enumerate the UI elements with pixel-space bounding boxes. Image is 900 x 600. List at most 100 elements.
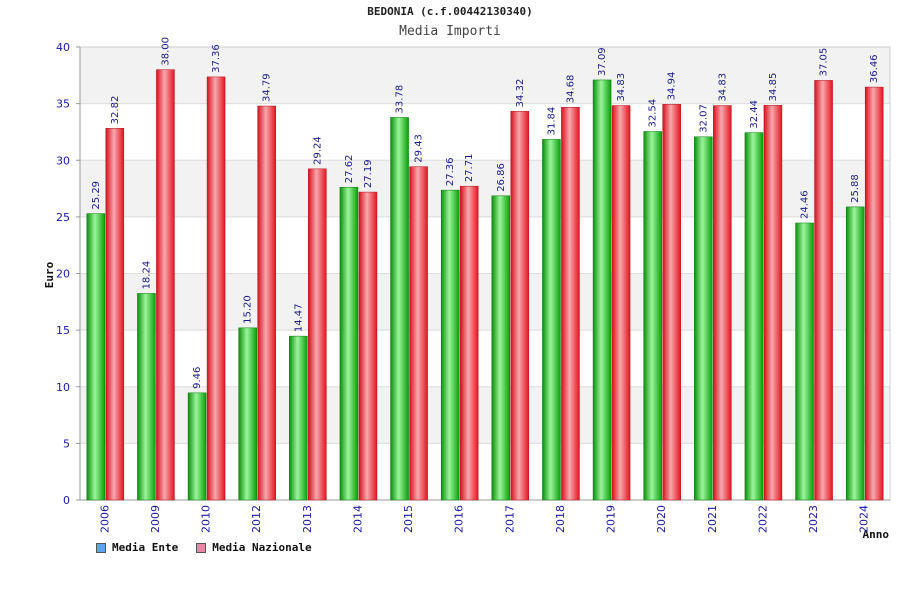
y-tick-label: 30 — [56, 154, 70, 167]
bar-media-ente — [592, 79, 612, 501]
legend: Media Ente Media Nazionale — [96, 541, 312, 554]
data-label-ente: 26.86 — [496, 163, 507, 192]
x-tick-label: 2010 — [200, 505, 213, 533]
data-label-nazionale: 27.19 — [363, 159, 374, 188]
bar-media-nazionale — [510, 111, 530, 501]
data-label-ente: 32.54 — [648, 99, 659, 128]
x-tick-label: 2022 — [756, 505, 769, 533]
data-label-ente: 25.88 — [850, 174, 861, 203]
x-tick-label: 2021 — [706, 505, 719, 533]
bar-media-nazionale — [308, 168, 327, 501]
bar-media-nazionale — [257, 105, 276, 501]
data-label-nazionale: 34.83 — [717, 73, 728, 102]
x-tick-label: 2015 — [402, 505, 415, 533]
data-label-nazionale: 34.68 — [565, 75, 576, 104]
bar-media-ente — [491, 195, 511, 501]
y-tick-label: 0 — [63, 494, 70, 507]
chart-title: BEDONIA (c.f.00442130340) — [367, 5, 533, 18]
bar-media-ente — [238, 327, 257, 501]
data-label-nazionale: 34.94 — [667, 72, 678, 101]
data-label-nazionale: 34.32 — [515, 79, 526, 108]
data-label-ente: 24.46 — [800, 190, 811, 219]
x-tick-label: 2018 — [554, 505, 567, 533]
x-axis-label: Anno — [863, 528, 890, 541]
data-label-ente: 15.20 — [243, 295, 254, 324]
y-axis-label: Euro — [43, 261, 56, 288]
x-tick-label: 2013 — [301, 505, 314, 533]
bar-media-ente — [643, 131, 662, 501]
y-tick-label: 15 — [56, 324, 70, 337]
data-label-nazionale: 36.46 — [869, 54, 880, 83]
bar-media-ente — [187, 392, 207, 501]
x-tick-label: 2023 — [807, 505, 820, 533]
data-label-nazionale: 32.82 — [110, 96, 121, 125]
bar-media-nazionale — [611, 105, 631, 501]
bar-media-nazionale — [206, 76, 226, 501]
legend-label-ente: Media Ente — [112, 541, 179, 554]
bar-media-nazionale — [409, 166, 428, 501]
bar-media-nazionale — [561, 106, 580, 501]
data-label-nazionale: 37.05 — [819, 48, 830, 77]
bar-media-nazionale — [662, 104, 681, 501]
bar-media-ente — [845, 206, 865, 501]
x-tick-label: 2024 — [858, 505, 871, 533]
bar-media-ente — [339, 186, 359, 501]
data-label-nazionale: 38.00 — [160, 37, 171, 66]
bar-media-ente — [744, 132, 764, 501]
x-tick-label: 2019 — [605, 505, 618, 533]
x-tick-label: 2012 — [250, 505, 263, 533]
data-label-ente: 37.09 — [597, 47, 608, 76]
data-label-ente: 27.62 — [344, 155, 355, 184]
data-label-ente: 27.36 — [445, 158, 456, 187]
bar-media-ente — [440, 189, 460, 501]
y-tick-label: 10 — [56, 381, 70, 394]
data-label-ente: 32.44 — [749, 100, 760, 129]
data-label-ente: 18.24 — [141, 261, 152, 290]
data-label-nazionale: 29.24 — [312, 136, 323, 165]
legend-swatch-nazionale — [196, 542, 207, 553]
bar-media-nazionale — [864, 86, 884, 501]
bar-media-nazionale — [358, 191, 378, 501]
data-label-ente: 25.29 — [91, 181, 102, 210]
data-label-ente: 33.78 — [395, 85, 406, 114]
data-label-ente: 31.84 — [546, 107, 557, 136]
x-tick-label: 2006 — [98, 505, 111, 533]
data-label-ente: 9.46 — [192, 367, 203, 389]
x-tick-label: 2014 — [351, 505, 364, 533]
x-tick-label: 2017 — [503, 505, 516, 533]
data-label-nazionale: 34.83 — [616, 73, 627, 102]
bar-media-ente — [137, 293, 156, 501]
y-tick-label: 35 — [56, 98, 70, 111]
legend-item-ente: Media Ente — [96, 541, 178, 554]
bar-media-nazionale — [156, 69, 175, 501]
legend-label-nazionale: Media Nazionale — [212, 541, 312, 554]
x-tick-label: 2016 — [453, 505, 466, 533]
bar-media-ente — [390, 117, 409, 501]
legend-swatch-ente — [96, 542, 106, 553]
data-label-nazionale: 34.79 — [262, 73, 273, 102]
bar-media-ente — [289, 335, 308, 501]
data-label-ente: 14.47 — [293, 303, 304, 332]
legend-item-nazionale: Media Nazionale — [196, 541, 312, 554]
y-tick-label: 40 — [56, 41, 70, 54]
bar-media-nazionale — [713, 105, 732, 501]
bar-media-ente — [86, 213, 106, 501]
y-tick-label: 25 — [56, 211, 70, 224]
bar-media-nazionale — [763, 105, 783, 501]
data-label-nazionale: 37.36 — [211, 44, 222, 73]
data-label-ente: 32.07 — [698, 104, 709, 133]
x-tick-label: 2020 — [655, 505, 668, 533]
y-tick-label: 5 — [63, 437, 70, 450]
bar-media-nazionale — [814, 80, 833, 501]
x-tick-label: 2009 — [149, 505, 162, 533]
bar-media-ente — [542, 139, 561, 501]
data-label-nazionale: 27.71 — [464, 154, 475, 183]
chart-subtitle: Media Importi — [399, 24, 501, 39]
bar-media-nazionale — [459, 185, 479, 501]
y-tick-label: 20 — [56, 268, 70, 281]
bar-media-ente — [795, 222, 814, 501]
data-label-nazionale: 29.43 — [414, 134, 425, 163]
bar-media-ente — [694, 136, 713, 501]
bar-media-nazionale — [105, 128, 125, 501]
